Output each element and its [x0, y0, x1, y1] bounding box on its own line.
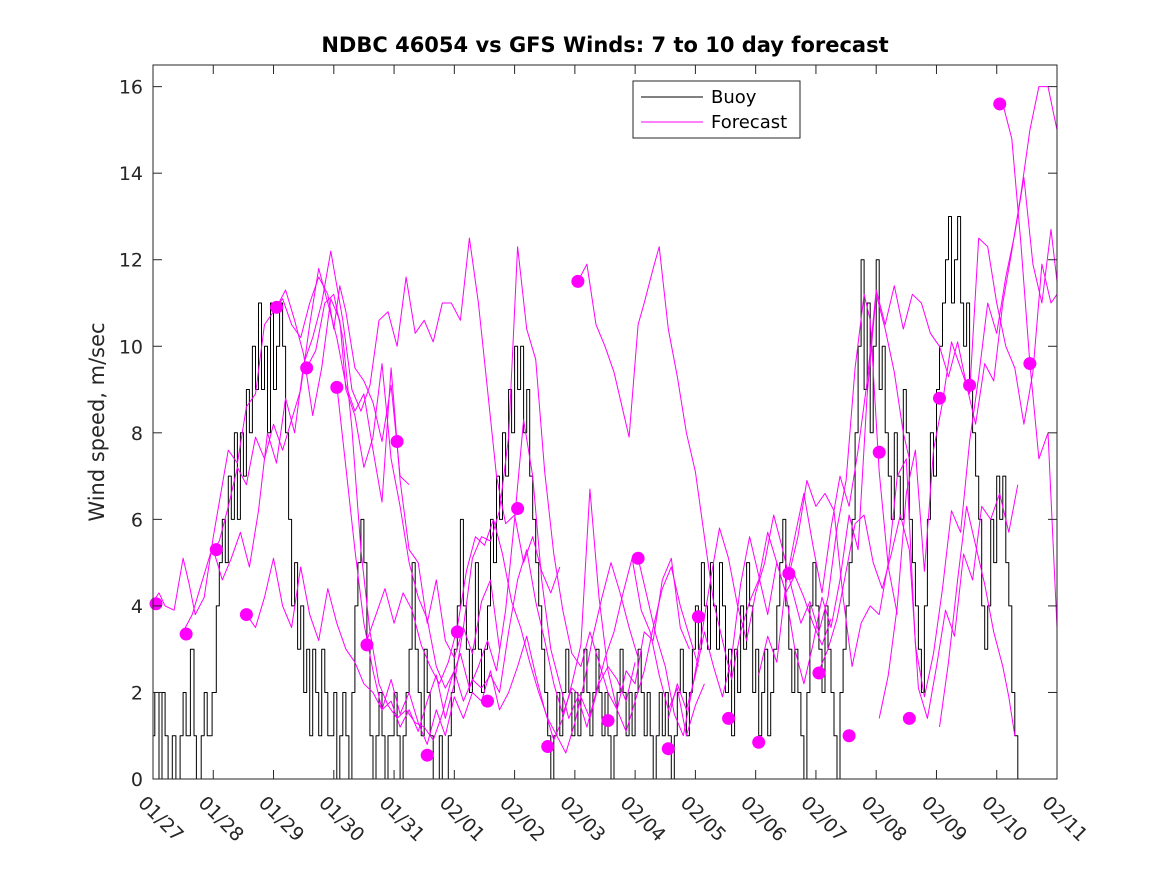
forecast-series-line [245, 246, 690, 732]
forecast-marker [631, 551, 645, 565]
forecast-marker [932, 391, 946, 405]
forecast-marker [149, 597, 163, 611]
forecast-series-line [667, 293, 910, 719]
forecast-marker [390, 434, 404, 448]
legend-box [632, 80, 801, 139]
y-tick-label: 14 [119, 163, 143, 185]
forecast-marker [812, 666, 826, 680]
forecast-series-line [336, 385, 699, 745]
forecast-marker [511, 502, 525, 516]
y-tick-label: 16 [119, 77, 143, 99]
chart-title: NDBC 46054 vs GFS Winds: 7 to 10 day for… [321, 33, 888, 57]
y-tick-label: 2 [131, 682, 143, 704]
forecast-series-line [758, 86, 1058, 676]
legend-forecast-label: Forecast [711, 112, 787, 133]
forecast-series-line [306, 293, 705, 741]
forecast-marker [239, 608, 253, 622]
forecast-marker [963, 378, 977, 392]
series-layer [152, 86, 1058, 780]
forecast-marker [661, 742, 675, 756]
forecast-marker [450, 625, 464, 639]
forecast-marker [872, 445, 886, 459]
forecast-series-line [939, 505, 1016, 736]
forecast-marker [330, 380, 344, 394]
y-tick-label: 4 [131, 596, 143, 618]
forecast-series-line [818, 484, 1019, 719]
plot-border [152, 64, 1058, 780]
forecast-marker [270, 300, 284, 314]
y-tick-label: 6 [131, 509, 143, 531]
forecast-marker [842, 729, 856, 743]
forecast-series-line [366, 518, 639, 754]
y-tick-label: 10 [119, 336, 143, 358]
forecast-marker [902, 711, 916, 725]
y-tick-label: 12 [119, 250, 143, 272]
forecast-marker [601, 714, 615, 728]
forecast-marker [360, 638, 374, 652]
y-tick-label: 8 [131, 423, 143, 445]
forecast-series-line [182, 267, 500, 659]
forecast-marker [782, 566, 796, 580]
forecast-marker [541, 740, 555, 754]
forecast-marker [300, 361, 314, 375]
forecast-series-line [637, 293, 898, 737]
forecast-series-line [878, 237, 1058, 719]
forecast-marker [1023, 357, 1037, 371]
forecast-series-line [788, 177, 1058, 698]
legend: Buoy Forecast [632, 80, 801, 139]
forecast-marker [571, 274, 585, 288]
buoy-series-line [153, 216, 1021, 780]
forecast-marker [993, 97, 1007, 111]
forecast-marker [420, 748, 434, 762]
legend-buoy-label: Buoy [711, 87, 757, 108]
forecast-marker [209, 543, 223, 557]
forecast-marker [179, 627, 193, 641]
y-axis-label: Wind speed, m/sec [85, 322, 109, 521]
forecast-marker [480, 694, 494, 708]
y-tick-label: 0 [131, 769, 143, 791]
forecast-marker [722, 711, 736, 725]
forecast-marker [752, 735, 766, 749]
forecast-series-line [577, 246, 832, 680]
forecast-marker [691, 610, 705, 624]
